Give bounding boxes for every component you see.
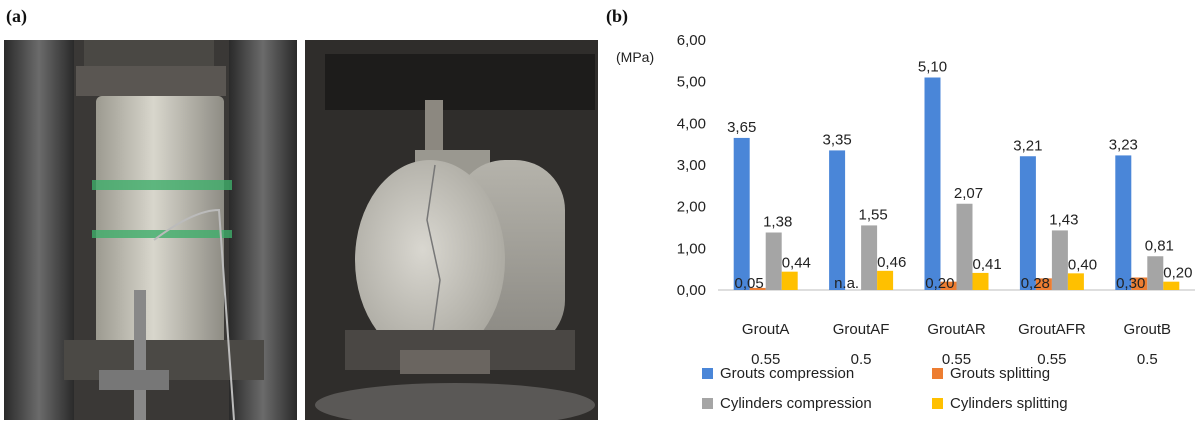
bar-data-label: n.a.	[834, 275, 859, 292]
legend-label: Cylinders splitting	[950, 395, 1068, 412]
bar-data-label: 0,41	[973, 256, 1002, 273]
bar	[749, 287, 766, 290]
bar-data-label: 0,05	[734, 275, 763, 292]
bar	[1035, 278, 1052, 290]
x-category-sublabel: 0.5	[851, 351, 872, 368]
legend-swatch	[932, 398, 943, 409]
y-tick-label: 0,00	[677, 282, 706, 299]
chart-legend: Grouts compression Grouts splitting Cylind…	[702, 365, 1068, 412]
y-tick-label: 3,00	[677, 157, 706, 174]
bar-data-label: 0,46	[877, 254, 906, 271]
legend-swatch	[702, 398, 713, 409]
bar-series	[733, 77, 1180, 290]
panel-label-b: (b)	[606, 6, 628, 26]
bar-data-label: 0,44	[782, 255, 811, 272]
splitting-test-photo	[305, 40, 598, 420]
bar-data-label: 2,07	[954, 185, 983, 202]
legend-swatch	[702, 368, 713, 379]
bar	[1051, 230, 1068, 290]
bar-data-label: 0,40	[1068, 256, 1097, 273]
x-axis-categories: GroutA 0.55 GroutAF 0.5 GroutAR 0.55 GroutAFR 0…	[742, 321, 1171, 368]
bar	[972, 272, 989, 290]
legend-label: Grouts splitting	[950, 365, 1050, 382]
bar	[765, 232, 782, 290]
bar-data-label: 0,20	[1163, 265, 1192, 282]
y-tick-label: 1,00	[677, 240, 706, 257]
x-category-sublabel: 0.55	[751, 351, 780, 368]
bar-data-label: 3,65	[727, 119, 756, 136]
bar	[956, 203, 973, 290]
panel-label-a: (a)	[6, 6, 27, 26]
x-category-sublabel: 0.55	[1037, 351, 1066, 368]
bar	[940, 281, 957, 290]
x-category-label: GroutB	[1124, 321, 1172, 338]
x-category-label: GroutAF	[833, 321, 890, 338]
bar-data-label: 3,23	[1109, 136, 1138, 153]
bar-data-label: 5,10	[918, 59, 947, 76]
bar	[861, 225, 878, 290]
x-category-sublabel: 0.55	[942, 351, 971, 368]
bar	[1131, 277, 1148, 290]
y-tick-label: 6,00	[677, 32, 706, 49]
bar-data-label: 0,28	[1021, 275, 1050, 292]
x-category-sublabel: 0.5	[1137, 351, 1158, 368]
legend-label: Grouts compression	[720, 365, 854, 382]
bar	[1147, 256, 1164, 290]
x-category-label: GroutAR	[927, 321, 986, 338]
bar-data-label: 1,38	[763, 214, 792, 231]
bar-data-label: 0,30	[1116, 275, 1145, 292]
y-tick-label: 2,00	[677, 199, 706, 216]
y-tick-label: 5,00	[677, 74, 706, 91]
bar	[733, 137, 750, 290]
bar-data-label: 3,35	[822, 131, 851, 148]
x-category-label: GroutA	[742, 321, 790, 338]
x-category-label: GroutAFR	[1018, 321, 1086, 338]
bar	[877, 270, 894, 290]
legend-label: Cylinders compression	[720, 395, 872, 412]
strength-bar-chart: (MPa) 0,00 1,00 2,00 3,00 4,00 5,00 6,00 3,65 0…	[616, 32, 1195, 412]
bar-data-label: 1,55	[858, 206, 887, 223]
bar-data-label: 1,43	[1049, 211, 1078, 228]
bar	[1115, 155, 1132, 290]
bar-data-label: 0,81	[1145, 237, 1174, 254]
bar	[924, 77, 941, 290]
bar-data-labels: 3,65 0,05 1,38 0,44 3,35 n.a. 1,55 0,46 5,10 0,20…	[727, 59, 1192, 293]
bar-data-label: 3,21	[1013, 137, 1042, 154]
bar	[1163, 281, 1180, 290]
y-axis-ticks: 0,00 1,00 2,00 3,00 4,00 5,00 6,00	[677, 32, 706, 299]
legend-swatch	[932, 368, 943, 379]
bar-data-label: 0,20	[925, 275, 954, 292]
compression-test-photo	[4, 40, 297, 420]
y-unit-label: (MPa)	[616, 49, 654, 65]
y-tick-label: 4,00	[677, 115, 706, 132]
bar	[1019, 156, 1036, 290]
bar	[1067, 273, 1084, 290]
bar	[829, 150, 846, 290]
bar	[781, 271, 798, 290]
